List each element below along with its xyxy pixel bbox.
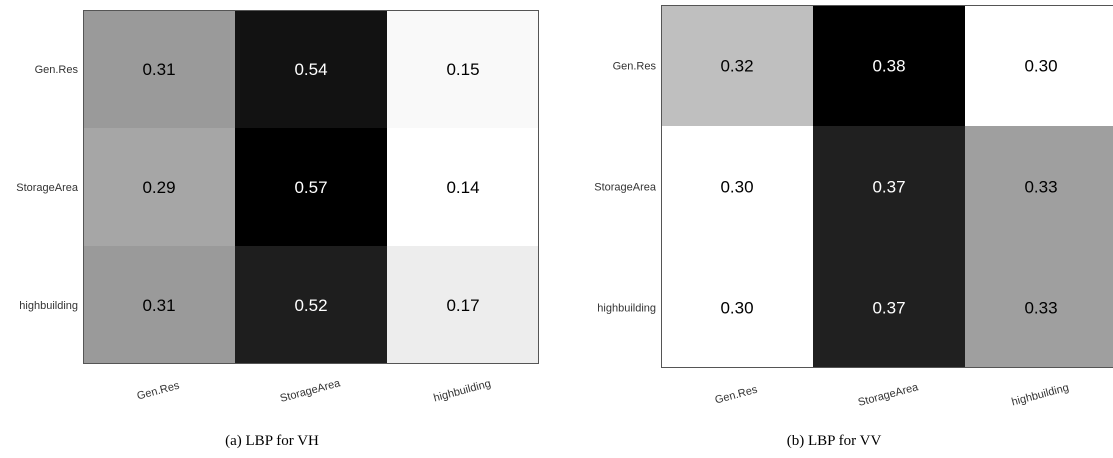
y-tick-label-highbuilding: highbuilding bbox=[19, 300, 78, 312]
cell-value-label-1-1-2: 0.33 bbox=[1024, 178, 1057, 197]
x-tick-label-gen-res: Gen.Res bbox=[136, 380, 182, 403]
cell-value-label-1-0-0: 0.32 bbox=[720, 57, 753, 76]
heatmap-panel-vv: 0.32 0.38 0.30 0.30 0.37 0.33 0.30 0.37 0.33 Gen.… bbox=[594, 5, 1113, 409]
cell-value-label-1-2-0: 0.30 bbox=[720, 299, 753, 318]
heatmap-cell-1-2-0 bbox=[661, 247, 813, 368]
x-tick-label-gen-res: Gen.Res bbox=[714, 384, 760, 407]
caption-vh: (a) LBP for VH bbox=[225, 433, 319, 449]
y-tick-label-gen-res: Gen.Res bbox=[613, 61, 657, 73]
y-tick-label-storagearea: StorageArea bbox=[16, 182, 79, 194]
heatmap-cell-0-1-1 bbox=[235, 128, 387, 246]
heatmap-cell-1-0-1 bbox=[813, 5, 965, 126]
cell-value-label-1-2-1: 0.37 bbox=[872, 299, 905, 318]
x-tick-label-storagearea: StorageArea bbox=[857, 381, 921, 409]
heatmap-cell-0-0-0 bbox=[83, 10, 235, 128]
cell-value-label-0-2-0: 0.31 bbox=[142, 296, 175, 315]
cell-value-label-1-0-1: 0.38 bbox=[872, 57, 905, 76]
y-tick-label-highbuilding: highbuilding bbox=[597, 303, 656, 315]
heatmap-cell-0-2-1 bbox=[235, 246, 387, 364]
cell-value-label-1-1-1: 0.37 bbox=[872, 178, 905, 197]
heatmap-cell-0-2-0 bbox=[83, 246, 235, 364]
caption-vv: (b) LBP for VV bbox=[787, 433, 882, 449]
heatmap-cell-0-0-2 bbox=[387, 10, 539, 128]
heatmap-cell-1-1-2 bbox=[965, 126, 1113, 247]
heatmap-frame bbox=[83, 10, 539, 364]
heatmap-cell-1-1-0 bbox=[661, 126, 813, 247]
cell-value-label-0-0-2: 0.15 bbox=[446, 60, 479, 79]
heatmap-cell-1-2-2 bbox=[965, 247, 1113, 368]
heatmap-panel-vh: 0.31 0.54 0.15 0.29 0.57 0.14 0.31 0.52 0.17 Gen.… bbox=[16, 10, 539, 405]
cell-value-label-0-2-1: 0.52 bbox=[294, 296, 327, 315]
heatmap-cell-0-1-0 bbox=[83, 128, 235, 246]
heatmap-cell-0-1-2 bbox=[387, 128, 539, 246]
heatmap-cell-1-0-0 bbox=[661, 5, 813, 126]
cell-value-label-1-0-2: 0.30 bbox=[1024, 57, 1057, 76]
cell-value-label-0-0-1: 0.54 bbox=[294, 60, 327, 79]
heatmap-frame bbox=[661, 5, 1113, 368]
x-tick-label-storagearea: StorageArea bbox=[279, 377, 343, 405]
x-tick-label-highbuilding: highbuilding bbox=[1010, 382, 1070, 409]
cell-value-label-0-0-0: 0.31 bbox=[142, 60, 175, 79]
cell-value-label-0-1-1: 0.57 bbox=[294, 178, 327, 197]
heatmap-cell-1-1-1 bbox=[813, 126, 965, 247]
heatmap-cell-1-0-2 bbox=[965, 5, 1113, 126]
cell-value-label-0-1-2: 0.14 bbox=[446, 178, 479, 197]
x-tick-label-highbuilding: highbuilding bbox=[432, 378, 492, 405]
y-tick-label-gen-res: Gen.Res bbox=[35, 64, 79, 76]
heatmap-cell-1-2-1 bbox=[813, 247, 965, 368]
heatmap-cell-0-2-2 bbox=[387, 246, 539, 364]
heatmap-cell-0-0-1 bbox=[235, 10, 387, 128]
cell-value-label-1-2-2: 0.33 bbox=[1024, 299, 1057, 318]
cell-value-label-1-1-0: 0.30 bbox=[720, 178, 753, 197]
cell-value-label-0-1-0: 0.29 bbox=[142, 178, 175, 197]
cell-value-label-0-2-2: 0.17 bbox=[446, 296, 479, 315]
y-tick-label-storagearea: StorageArea bbox=[594, 182, 657, 194]
